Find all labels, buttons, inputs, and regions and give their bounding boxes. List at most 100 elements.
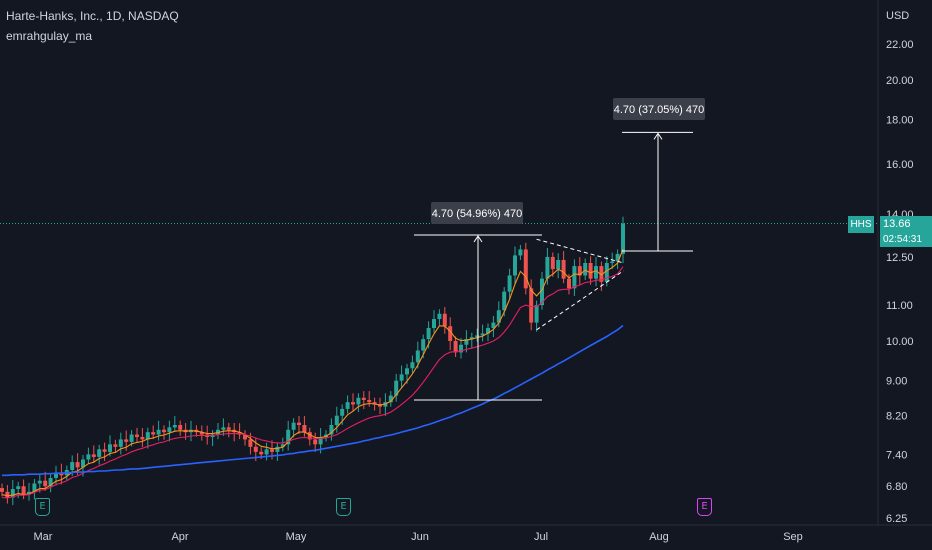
candle-body [243,434,247,440]
candle-body [437,313,442,320]
candle-body [324,434,328,437]
candle-body [259,451,264,455]
candle-body [604,263,609,282]
earnings-event-icon[interactable]: E [35,498,50,516]
candle-body [32,483,37,492]
candle-body [307,432,312,440]
measure-label-box [613,98,705,120]
candle-body [421,339,426,351]
price-tick-label: 20.00 [886,75,914,87]
candle-body [561,259,566,279]
candle-body [378,404,382,407]
last-price-symbol-badge: HHS [848,215,874,233]
candle-body [426,328,431,340]
candle-body [302,425,307,433]
candle-body [0,488,4,492]
candle-body [199,432,204,435]
drawings[interactable]: 4.70 (54.96%) 470 4.70 (37.05%) 470 [414,98,705,401]
candle-body [410,362,415,369]
moving-average-line [1,248,624,497]
candle-body [113,444,118,447]
candle-body [135,434,139,437]
candle-body [405,368,409,375]
candle-body [167,427,172,433]
candle-body [610,261,615,264]
candle-body [529,288,534,323]
candle-body [270,449,274,452]
candle-body [124,439,129,442]
candle-body [21,486,26,495]
chart-title: Harte-Hanks, Inc., 1D, NASDAQ [6,9,179,23]
candle-body [318,436,323,445]
candle-body [102,449,107,452]
candle-body [459,344,463,353]
candle-body [432,319,436,329]
candle-body [162,429,166,433]
candle-body [86,454,91,460]
candle-body [37,480,42,484]
last-price-label: 13.66 [880,215,932,233]
time-tick-label: Aug [649,531,669,543]
measure-label: 4.70 (37.05%) 470 [614,104,705,116]
candle-body [572,266,577,289]
candle-body [297,422,301,426]
measure-label: 4.70 (54.96%) 470 [432,208,523,220]
earnings-event-icon[interactable]: E [697,498,712,516]
time-tick-label: Jun [411,531,429,543]
candle-body [10,489,15,498]
candle-body [464,339,469,345]
price-tick-label: 6.25 [886,513,907,525]
candle-body [415,350,420,363]
candle-body [475,335,480,338]
time-tick-label: May [286,531,307,543]
price-tick-label: 9.00 [886,376,907,388]
time-tick-label: Apr [171,531,188,543]
candle-body [43,480,48,487]
candle-body [513,255,517,276]
triangle-upper-line[interactable] [536,238,624,264]
candle-body [264,449,269,455]
candle-body [469,337,474,340]
triangle-lower-line[interactable] [536,270,624,331]
price-axis[interactable]: 22.0020.0018.0016.0014.0012.5011.0010.00… [886,39,914,525]
candle-body [70,462,75,470]
candle-body [253,446,258,452]
candle-body [140,436,145,440]
candle-body [75,462,80,468]
author-name[interactable]: emrahgulay_ma [6,29,93,43]
candle-body [81,459,85,468]
candle-body [594,266,598,279]
candle-body [334,415,339,426]
moving-averages [1,248,624,499]
candle-body [340,408,345,416]
candle-body [280,444,285,447]
candle-body [567,278,571,289]
candle-body [221,427,226,430]
candle-body [151,432,156,435]
currency-label: USD [886,10,909,22]
candle-body [356,397,361,405]
price-tick-label: 22.00 [886,39,914,51]
candle-body [507,275,512,292]
candle-body [48,478,53,487]
price-tick-label: 11.00 [886,300,913,312]
candle-body [91,454,96,457]
candle-body [372,402,377,405]
candle-body [27,491,31,495]
candle-body [577,266,582,276]
candle-body [351,402,355,405]
bar-countdown-timer: 02:54:31 [880,231,932,247]
earnings-event-icon[interactable]: E [336,498,351,516]
measure-arrow-head [473,235,483,243]
candle-body [599,266,604,282]
candle-body [480,333,485,336]
price-tick-label: 8.20 [886,411,907,423]
candle-body [518,249,523,256]
candle-body [108,444,112,452]
time-tick-label: Sep [783,531,803,543]
time-axis[interactable]: Mar Apr May Jun Jul Aug Sep [34,531,803,543]
candle-body [550,256,555,270]
candle-body [345,402,350,409]
candle-body [226,427,231,430]
